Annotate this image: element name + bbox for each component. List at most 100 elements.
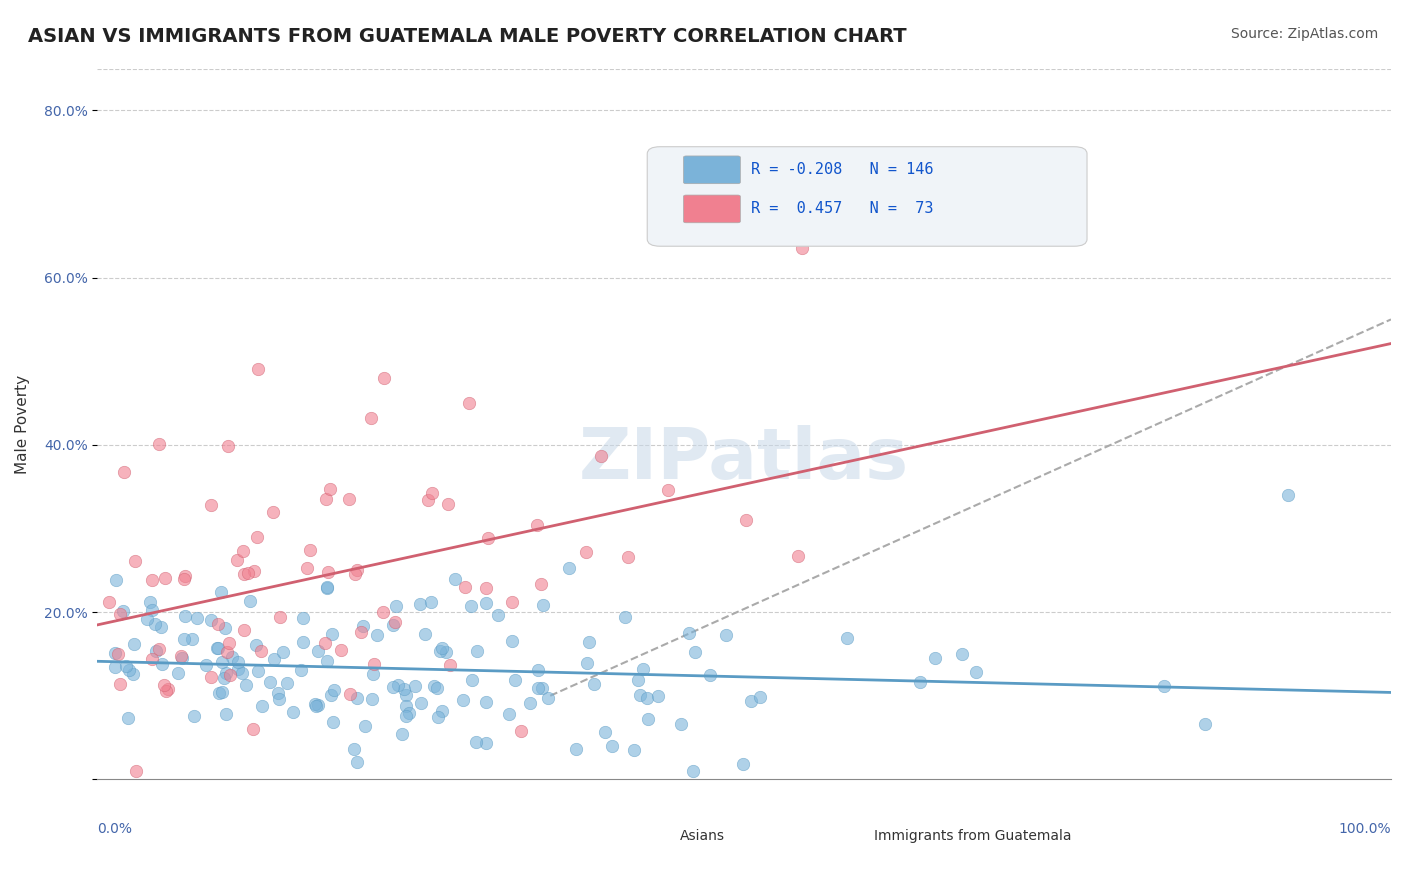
Point (636, 691, 658, 706)
Point (617, 549, 640, 564)
Point (537, 691, 560, 706)
Point (530, 681, 553, 695)
Point (475, 596, 498, 610)
Point (350, 625, 373, 640)
Point (118, 663, 141, 677)
Point (591, 449, 613, 463)
Point (505, 673, 527, 687)
Point (217, 439, 239, 453)
FancyBboxPatch shape (832, 828, 870, 845)
Point (678, 626, 700, 640)
Point (263, 652, 285, 666)
Point (110, 607, 132, 621)
Point (149, 620, 172, 634)
Point (740, 694, 762, 708)
Point (247, 361, 270, 376)
Point (243, 564, 266, 578)
Point (346, 690, 368, 705)
Point (124, 764, 146, 778)
Point (215, 666, 238, 681)
Point (316, 654, 339, 668)
Point (307, 643, 329, 657)
Point (1277, 488, 1299, 502)
Point (647, 689, 669, 703)
Point (423, 679, 446, 693)
Point (458, 396, 481, 410)
Point (276, 676, 298, 690)
Point (112, 465, 135, 479)
Point (316, 582, 339, 596)
Point (361, 692, 384, 706)
Point (749, 690, 772, 705)
Point (295, 561, 318, 575)
Point (394, 699, 416, 714)
Point (498, 706, 520, 721)
Point (148, 641, 170, 656)
Point (384, 615, 406, 630)
Point (352, 619, 374, 633)
Point (316, 580, 339, 594)
Point (292, 611, 315, 625)
Point (112, 604, 135, 618)
Point (186, 611, 208, 625)
Point (792, 241, 814, 255)
Point (360, 410, 382, 425)
Point (242, 722, 264, 736)
Point (464, 735, 486, 749)
Point (180, 632, 202, 647)
Point (173, 632, 195, 646)
Point (321, 688, 343, 702)
Point (404, 680, 426, 694)
Point (269, 610, 291, 624)
Point (432, 704, 454, 718)
Point (250, 644, 273, 658)
Point (395, 688, 418, 702)
Point (381, 681, 404, 695)
Point (733, 757, 755, 772)
Point (233, 623, 256, 637)
Point (141, 652, 163, 666)
Point (153, 678, 176, 692)
Point (339, 687, 361, 701)
Point (465, 644, 488, 658)
Text: R = -0.208   N = 146: R = -0.208 N = 146 (751, 162, 934, 177)
Point (613, 609, 636, 624)
Point (267, 692, 290, 706)
Point (211, 584, 233, 599)
Point (373, 605, 395, 619)
Point (330, 643, 353, 657)
Point (305, 699, 328, 714)
Point (576, 656, 599, 670)
Text: 0.0%: 0.0% (97, 822, 132, 836)
Point (141, 603, 163, 617)
Point (271, 645, 294, 659)
Point (623, 743, 645, 757)
Point (221, 649, 243, 664)
Point (145, 644, 167, 658)
Point (475, 736, 498, 750)
Point (413, 626, 436, 640)
Point (337, 491, 360, 506)
FancyBboxPatch shape (647, 146, 1087, 246)
Point (153, 571, 176, 585)
Point (316, 566, 339, 580)
Point (344, 566, 367, 581)
Point (461, 673, 484, 687)
Point (439, 657, 461, 672)
Point (267, 686, 290, 700)
Point (155, 684, 177, 698)
Point (593, 725, 616, 739)
Text: ZIPatlas: ZIPatlas (579, 425, 910, 494)
Point (600, 739, 623, 753)
Point (409, 597, 432, 611)
Point (526, 517, 548, 532)
Point (582, 677, 605, 691)
Point (342, 742, 364, 756)
Point (346, 755, 368, 769)
Point (114, 658, 136, 673)
Point (200, 670, 222, 684)
Point (245, 638, 267, 652)
Point (231, 665, 253, 680)
Point (526, 664, 548, 678)
Point (226, 655, 249, 669)
